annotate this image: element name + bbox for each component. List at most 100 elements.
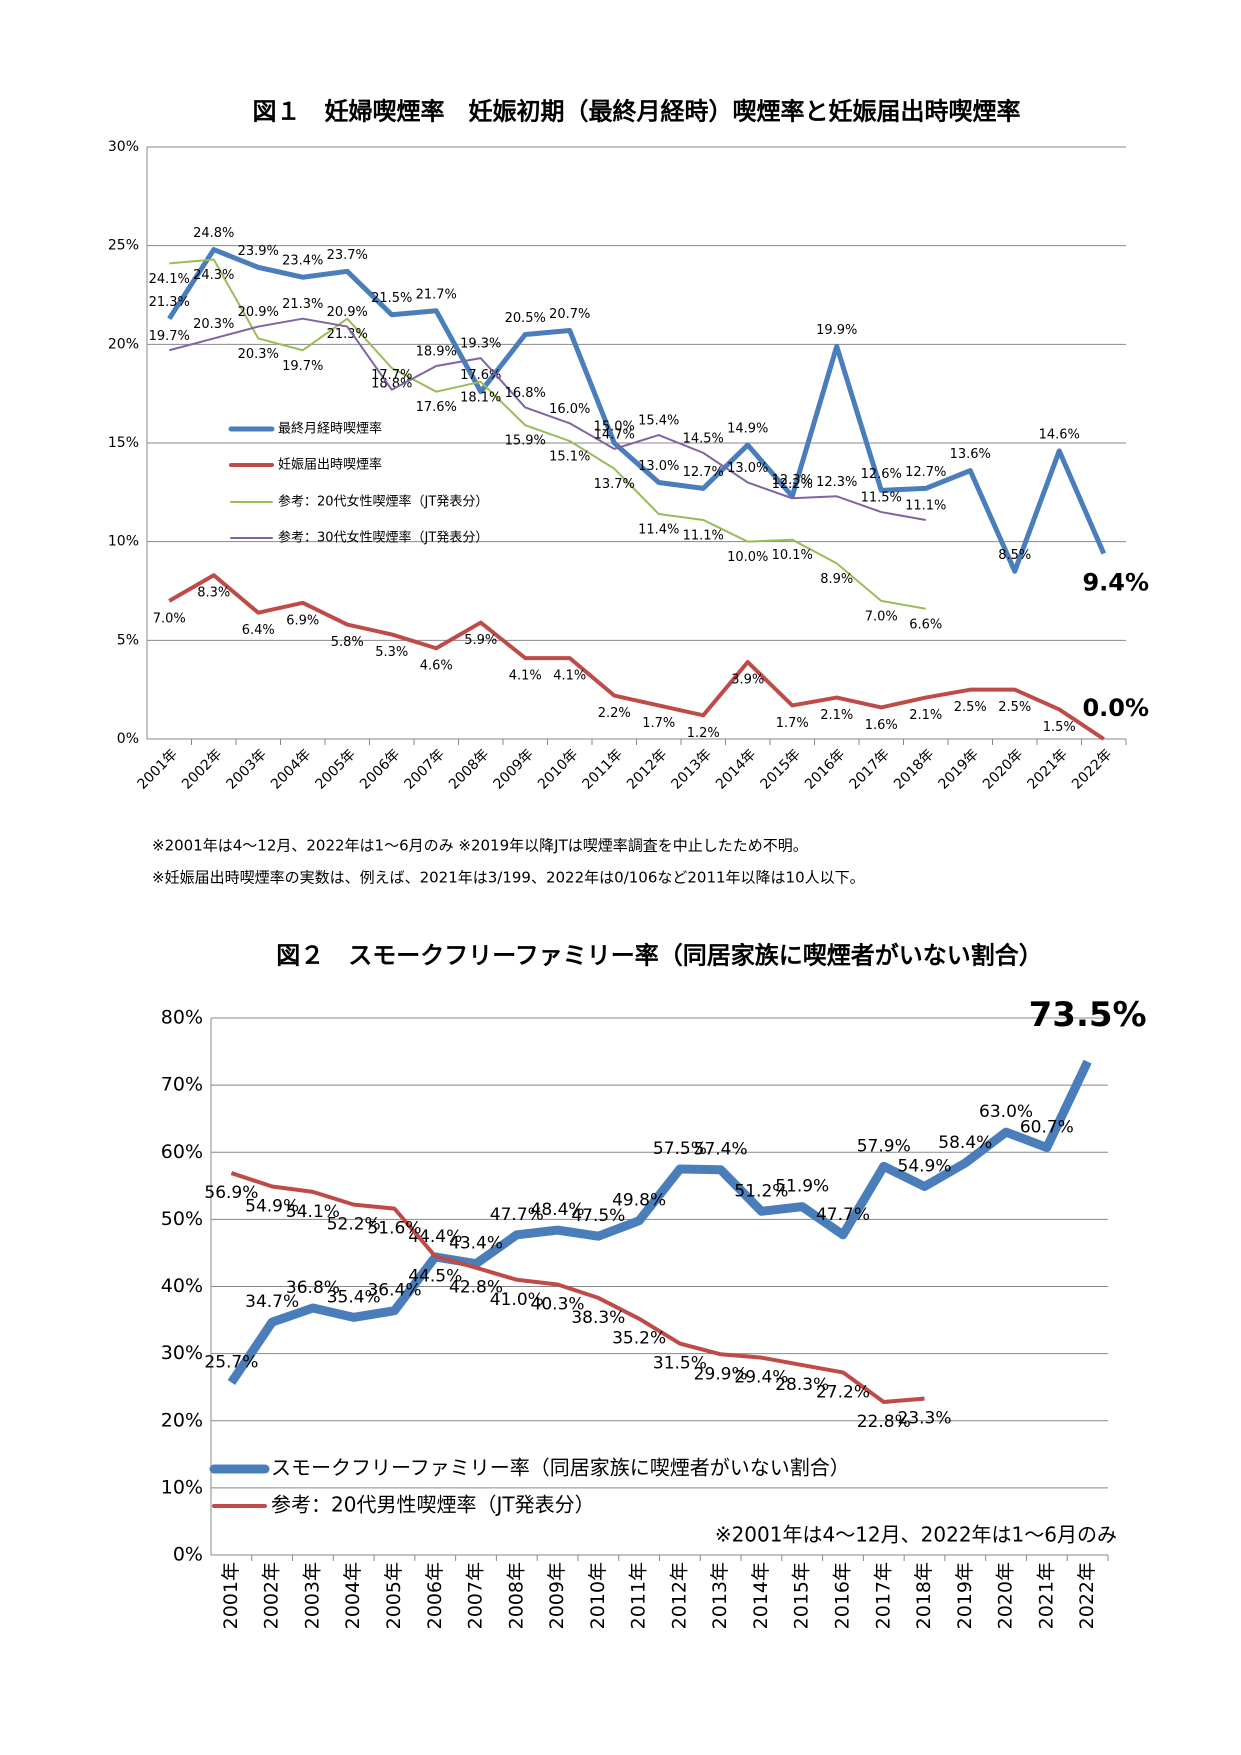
data-label: 54.9% [245,1196,299,1216]
x-tick-label: 2006年 [424,1562,446,1629]
data-label: 54.9% [898,1156,952,1176]
x-tick-label: 2020年 [980,746,1026,792]
y-tick-label: 60% [161,1141,203,1163]
data-label: 48.4% [531,1200,585,1220]
data-label: 29.9% [694,1364,748,1384]
x-tick-label: 2012年 [668,1562,690,1629]
x-tick-label: 2015年 [757,746,803,792]
legend-label: 妊娠届出時喫煙率 [278,457,382,473]
data-label: 73.5% [1029,995,1147,1035]
x-tick-label: 2011年 [579,746,625,792]
x-tick-label: 2016年 [831,1562,853,1629]
x-tick-label: 2001年 [134,746,180,792]
data-label: 27.2% [816,1382,870,1402]
data-label: 12.6% [861,467,902,482]
data-label: 4.1% [553,669,586,684]
data-label: 7.0% [865,609,898,624]
y-tick-label: 20% [108,336,139,352]
y-tick-label: 50% [161,1208,203,1230]
data-label: 14.9% [727,421,768,436]
x-tick-label: 2021年 [1024,746,1070,792]
data-label: 60.7% [1020,1118,1074,1138]
data-label: 12.3% [816,475,857,490]
series-line [230,1171,925,1404]
data-label: 20.3% [193,317,234,332]
data-label: 24.3% [193,268,234,283]
x-tick-label: 2009年 [546,1562,568,1629]
x-tick-label: 2014年 [713,746,759,792]
data-label: 56.9% [204,1183,258,1203]
data-label: 18.8% [371,377,412,392]
data-label: 29.4% [734,1368,788,1388]
y-tick-label: 40% [161,1275,203,1297]
x-tick-label: 2018年 [891,746,937,792]
data-label: 15.9% [505,434,546,449]
data-label: 6.4% [242,623,275,638]
data-label: 1.6% [865,718,898,733]
data-label: 40.3% [531,1294,585,1314]
data-label: 13.0% [638,459,679,474]
data-label: 19.9% [816,323,857,338]
data-label: 35.4% [327,1287,381,1307]
data-label: 47.7% [816,1205,870,1225]
data-label: 20.9% [238,305,279,320]
y-tick-label: 10% [108,534,139,550]
data-label: 0.0% [1082,694,1149,722]
data-label: 57.5% [653,1139,707,1159]
data-label: 51.6% [367,1219,421,1239]
data-label: 49.8% [612,1191,666,1211]
data-label: 11.1% [683,528,724,543]
data-label: 16.0% [549,402,590,417]
data-label: 6.9% [286,613,319,628]
series-line [227,1059,1092,1386]
data-label: 17.6% [460,368,501,383]
data-label: 12.7% [905,465,946,480]
x-tick-label: 2005年 [312,746,358,792]
x-tick-label: 2004年 [342,1562,364,1629]
data-label: 8.9% [820,572,853,587]
data-label: 5.9% [464,633,497,648]
data-label: 21.5% [371,291,412,306]
legend-label: 参考：20代女性喫煙率（JT発表分） [278,494,488,510]
data-label: 3.9% [731,673,764,688]
data-label: 20.5% [505,311,546,326]
y-tick-label: 15% [108,435,139,451]
data-label: 47.7% [490,1205,544,1225]
data-label: 22.8% [857,1412,911,1432]
data-label: 12.7% [683,465,724,480]
x-tick-label: 2003年 [223,746,269,792]
data-label: 2.5% [998,700,1031,715]
x-tick-label: 2010年 [587,1562,609,1629]
chart-title: 図１ 妊婦喫煙率 妊娠初期（最終月経時）喫煙率と妊娠届出時喫煙率 [253,97,1021,126]
data-label: 15.4% [638,414,679,429]
x-tick-label: 2017年 [846,746,892,792]
y-tick-label: 5% [117,632,139,648]
data-label: 19.7% [282,359,323,374]
data-label: 11.1% [905,498,946,513]
data-label: 18.1% [460,390,501,405]
data-label: 1.5% [1043,720,1076,735]
data-label: 11.5% [861,491,902,506]
data-label: 12.2% [772,477,813,492]
data-label: 35.2% [612,1329,666,1349]
data-label: 12.3% [772,473,813,488]
legend-label: 参考：30代女性喫煙率（JT発表分） [278,530,488,546]
note: ※妊娠届出時喫煙率の実数は、例えば、2021年は3/199、2022年は0/10… [152,869,865,887]
x-tick-label: 2013年 [668,746,714,792]
data-label: 1.2% [687,726,720,741]
data-label: 14.7% [594,427,635,442]
x-tick-label: 2022年 [1076,1562,1098,1629]
series-line [168,573,1105,741]
data-label: 1.7% [642,716,675,731]
data-label: 14.6% [1039,427,1080,442]
data-label: 51.2% [734,1181,788,1201]
data-label: 11.4% [638,523,679,538]
x-tick-label: 2022年 [1069,746,1115,792]
data-label: 2.1% [909,708,942,723]
data-label: 20.3% [238,347,279,362]
y-tick-label: 0% [117,731,139,747]
x-tick-label: 2016年 [802,746,848,792]
data-label: 21.7% [416,287,457,302]
data-label: 57.4% [694,1140,748,1160]
data-label: 16.8% [505,386,546,401]
